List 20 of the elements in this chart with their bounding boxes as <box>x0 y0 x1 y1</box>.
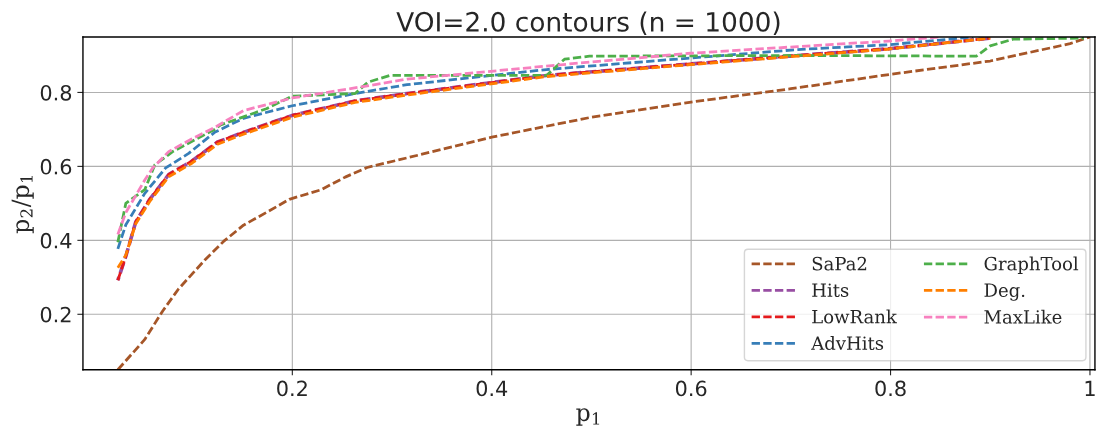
legend-label: Hits <box>812 283 849 297</box>
y-axis-title: p$_{2}$/p$_{1}$ <box>11 175 34 234</box>
y-tick-label: 0.8 <box>40 84 72 101</box>
x-tick-label: 0.8 <box>875 380 906 397</box>
legend-label: SaPa2 <box>812 256 867 271</box>
x-tick-label: 0.6 <box>675 380 707 397</box>
legend-label: AdvHits <box>811 336 884 350</box>
x-tick-label: 0.2 <box>277 380 307 397</box>
legend-label: LowRank <box>812 309 897 324</box>
x-tick-label: 1 <box>1085 380 1095 396</box>
y-tick-label: 0.2 <box>40 306 71 323</box>
legend-label: MaxLike <box>984 309 1062 324</box>
chart-title: VOI=2.0 contours (n = 1000) <box>396 11 780 35</box>
line-series <box>116 36 1092 370</box>
legend-label: GraphTool <box>984 256 1079 274</box>
y-tick-label: 0.6 <box>40 158 72 175</box>
legend-label: Deg. <box>984 283 1025 301</box>
y-tick-label: 0.4 <box>40 232 72 249</box>
x-axis-title: p$_{1}$ <box>576 408 600 426</box>
x-tick-label: 0.4 <box>476 380 508 397</box>
